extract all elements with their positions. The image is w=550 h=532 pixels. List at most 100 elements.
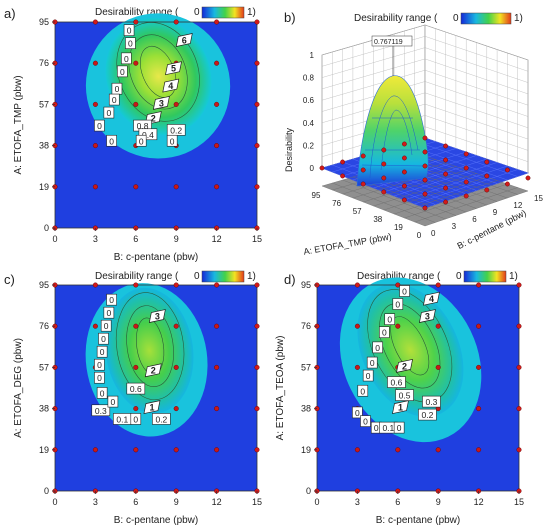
label-box bbox=[98, 332, 109, 345]
peak-label-box bbox=[371, 35, 413, 47]
high-desirability-region bbox=[105, 287, 194, 414]
y-tick-label: 76 bbox=[301, 321, 311, 331]
label-text: 0 bbox=[106, 108, 111, 118]
colorbar-legend-c: Desirability range ( 0 1) bbox=[95, 270, 256, 283]
y-tick-label: 76 bbox=[39, 58, 49, 68]
label-text: 0 bbox=[101, 334, 106, 344]
contour-value-label: 0.4 bbox=[138, 128, 158, 141]
x-tick-label: 15 bbox=[252, 497, 262, 507]
contour-value-label: 0 bbox=[123, 24, 135, 36]
design-point bbox=[422, 191, 428, 197]
contour-value-label: 0 bbox=[121, 52, 132, 65]
contour-value-label: 0.1 bbox=[113, 413, 132, 425]
contour-plot-a: 0 3 6 9 12 15 0 19 38 57 76 95 B: c-pentane (pbw) A: … bbox=[13, 13, 262, 263]
design-point bbox=[525, 175, 531, 181]
flag-text: 2 bbox=[151, 366, 156, 376]
design-point bbox=[173, 282, 179, 288]
a-tick-label: 57 bbox=[353, 207, 362, 216]
label-box bbox=[125, 37, 136, 49]
design-point bbox=[92, 101, 98, 107]
x-tick-label: 12 bbox=[474, 497, 484, 507]
design-point bbox=[254, 60, 260, 66]
label-box bbox=[393, 421, 405, 434]
label-box bbox=[103, 306, 115, 319]
x-tick-label: 3 bbox=[93, 497, 98, 507]
design-point bbox=[214, 184, 220, 190]
contour-flag-label: 1 bbox=[143, 400, 161, 415]
z-tick-label: 0.4 bbox=[303, 119, 315, 128]
contour-value-label: 0.6 bbox=[387, 376, 406, 388]
label-text: 0 bbox=[109, 295, 114, 305]
label-text: 0.1 bbox=[116, 414, 128, 424]
design-point bbox=[254, 282, 260, 288]
floor-gridline bbox=[394, 180, 498, 215]
y-axis-label: A: ETOFA_DEG (pbw) bbox=[13, 338, 24, 438]
b-tick-label: 6 bbox=[472, 215, 477, 224]
contour-value-label: 0 bbox=[103, 306, 115, 319]
label-box bbox=[117, 65, 128, 78]
contour-value-label: 0.2 bbox=[152, 413, 171, 425]
a-axis-ticks: 95 76 57 38 19 0 bbox=[312, 191, 422, 240]
design-point bbox=[476, 282, 482, 288]
floor-gridline bbox=[414, 158, 518, 195]
label-text: 0 bbox=[370, 358, 375, 368]
contour-flag-label: 2 bbox=[144, 363, 162, 378]
label-text: 0 bbox=[133, 414, 138, 424]
design-point bbox=[476, 364, 482, 370]
design-point bbox=[435, 282, 441, 288]
design-point bbox=[214, 447, 220, 453]
design-point bbox=[92, 282, 98, 288]
x-tick-label: 0 bbox=[52, 234, 57, 244]
colorbar-max: 1) bbox=[514, 13, 523, 24]
colorbar-title: Desirability range ( bbox=[354, 13, 438, 24]
contour-value-label: 0 bbox=[360, 415, 371, 427]
contour-value-label: 0 bbox=[399, 285, 410, 297]
design-point bbox=[133, 101, 139, 107]
contour-flag-label: 4 bbox=[423, 291, 440, 306]
y-tick-label: 57 bbox=[39, 362, 49, 372]
design-point bbox=[381, 175, 387, 181]
contour-value-label: 0.2 bbox=[418, 408, 437, 421]
contour-value-label: 0.6 bbox=[126, 382, 146, 395]
y-tick-label: 57 bbox=[301, 362, 311, 372]
surface-gridline bbox=[414, 169, 518, 205]
floor-gridline bbox=[424, 190, 529, 227]
y-tick-label: 95 bbox=[39, 280, 49, 290]
design-point bbox=[354, 364, 360, 370]
label-box bbox=[366, 356, 378, 369]
flag-shape bbox=[144, 363, 162, 378]
label-box bbox=[108, 93, 120, 106]
label-text: 0 bbox=[127, 26, 132, 36]
y-tick-label: 95 bbox=[39, 17, 49, 27]
label-box bbox=[106, 293, 117, 306]
flag-shape bbox=[396, 358, 413, 373]
label-text: 0 bbox=[128, 39, 133, 49]
contour-line bbox=[379, 303, 441, 389]
label-text: 0 bbox=[115, 84, 120, 94]
label-text: 0.8 bbox=[137, 121, 149, 131]
label-text: 0 bbox=[112, 95, 117, 105]
contour-value-label: 0 bbox=[107, 395, 119, 408]
colorbar-min: 0 bbox=[453, 13, 459, 24]
design-point bbox=[484, 173, 490, 179]
x-tick-label: 6 bbox=[133, 234, 138, 244]
contour-value-label: 0.2 bbox=[166, 124, 186, 136]
design-point bbox=[463, 151, 469, 157]
desirability-mound bbox=[356, 75, 429, 187]
colorbar-title: Desirability range ( bbox=[357, 271, 441, 282]
label-text: 0.6 bbox=[391, 378, 403, 388]
label-text: 0.4 bbox=[142, 130, 154, 140]
label-text: 0 bbox=[97, 373, 102, 383]
label-text: 0 bbox=[397, 423, 402, 433]
label-box bbox=[107, 395, 119, 408]
y-axis-label: A: ETOFA_TEOA (pbw) bbox=[275, 336, 286, 441]
design-point bbox=[214, 60, 220, 66]
label-text: 0.2 bbox=[155, 414, 167, 424]
label-box bbox=[357, 384, 369, 397]
mound-contours bbox=[361, 95, 425, 179]
contour-value-label: 0 bbox=[125, 37, 136, 49]
design-point bbox=[516, 406, 522, 412]
y-tick-label: 38 bbox=[39, 141, 49, 151]
label-box bbox=[362, 369, 374, 382]
x-tick-label: 12 bbox=[212, 234, 222, 244]
